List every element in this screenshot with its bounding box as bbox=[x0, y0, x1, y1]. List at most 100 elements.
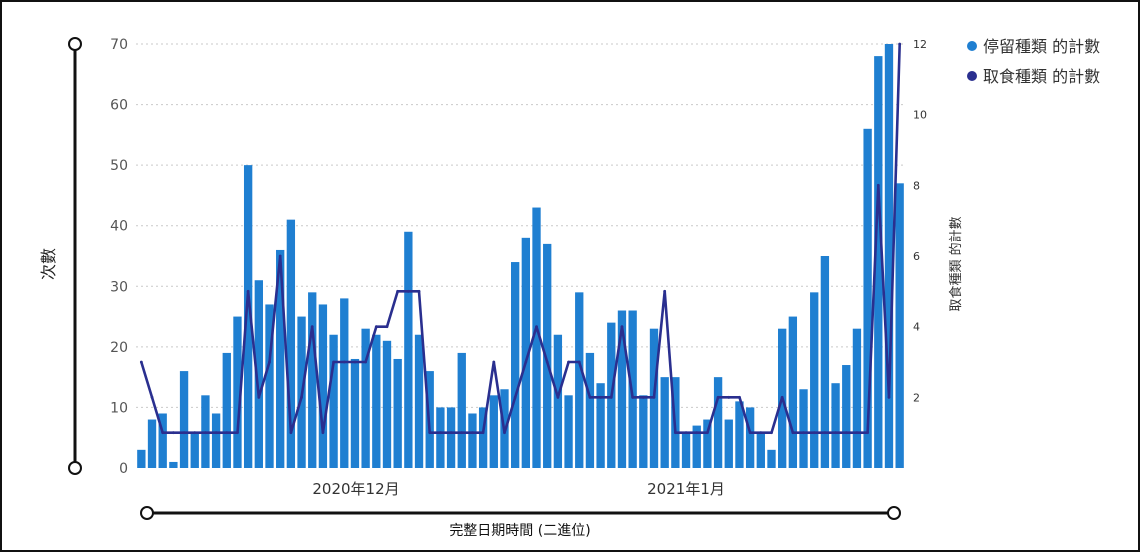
bar[interactable] bbox=[852, 328, 862, 468]
bar[interactable] bbox=[436, 407, 445, 468]
bar[interactable] bbox=[446, 407, 456, 468]
bar[interactable] bbox=[372, 334, 381, 468]
bar[interactable] bbox=[318, 304, 328, 468]
bar[interactable] bbox=[767, 449, 776, 468]
bar[interactable] bbox=[713, 377, 723, 468]
line-point bbox=[727, 395, 731, 399]
bar[interactable] bbox=[799, 389, 808, 468]
bar[interactable] bbox=[639, 395, 648, 468]
bar[interactable] bbox=[254, 280, 263, 468]
bar[interactable] bbox=[243, 165, 253, 468]
bar[interactable] bbox=[745, 407, 755, 468]
horizontal-range-slider[interactable] bbox=[140, 506, 901, 520]
bar[interactable] bbox=[393, 358, 402, 468]
bar[interactable] bbox=[585, 352, 595, 468]
bar[interactable] bbox=[575, 292, 584, 468]
bar[interactable] bbox=[756, 431, 765, 468]
x-tick-label: 2020年12月 bbox=[312, 480, 399, 498]
bar[interactable] bbox=[329, 334, 338, 468]
bar[interactable] bbox=[510, 262, 520, 468]
bar[interactable] bbox=[692, 425, 701, 468]
bar[interactable] bbox=[521, 237, 531, 468]
bar[interactable] bbox=[169, 461, 178, 468]
line-point bbox=[449, 431, 453, 435]
bar[interactable] bbox=[340, 298, 349, 468]
line-point bbox=[577, 360, 581, 364]
bar[interactable] bbox=[147, 419, 157, 468]
line-point bbox=[353, 360, 357, 364]
bar[interactable] bbox=[468, 413, 477, 468]
legend-label-stay: 停留種類 的計數 bbox=[983, 37, 1100, 56]
bar[interactable] bbox=[478, 407, 488, 468]
bar[interactable] bbox=[532, 207, 541, 469]
bar[interactable] bbox=[137, 449, 146, 468]
bar[interactable] bbox=[703, 419, 712, 468]
bar[interactable] bbox=[286, 219, 296, 468]
bar[interactable] bbox=[414, 334, 424, 468]
line-point bbox=[364, 360, 368, 364]
bar[interactable] bbox=[361, 328, 370, 468]
line-point bbox=[567, 360, 570, 364]
bar[interactable] bbox=[158, 413, 167, 468]
bar[interactable] bbox=[842, 365, 851, 468]
bar[interactable] bbox=[382, 340, 392, 468]
bar[interactable] bbox=[179, 371, 189, 468]
bar[interactable] bbox=[404, 231, 413, 468]
bar[interactable] bbox=[308, 292, 317, 468]
line-point bbox=[193, 431, 197, 435]
bar[interactable] bbox=[190, 431, 199, 468]
bar[interactable] bbox=[617, 310, 627, 468]
bar[interactable] bbox=[233, 316, 242, 468]
bar[interactable] bbox=[884, 44, 894, 468]
y2-tick-label: 6 bbox=[913, 250, 920, 263]
horizontal-slider-right-handle[interactable] bbox=[887, 506, 901, 520]
bar[interactable] bbox=[788, 316, 798, 468]
line-point bbox=[182, 431, 186, 435]
bar[interactable] bbox=[564, 395, 573, 468]
bar[interactable] bbox=[810, 292, 819, 468]
horizontal-slider-left-handle[interactable] bbox=[140, 506, 154, 520]
line-point bbox=[300, 395, 303, 399]
bar[interactable] bbox=[222, 352, 231, 468]
line-point bbox=[171, 431, 175, 435]
bar[interactable] bbox=[350, 358, 360, 468]
bar[interactable] bbox=[543, 243, 552, 468]
line-point bbox=[716, 395, 720, 399]
bar[interactable] bbox=[265, 304, 274, 468]
line-point bbox=[738, 395, 741, 399]
bar[interactable] bbox=[457, 352, 466, 468]
bar[interactable] bbox=[660, 377, 669, 468]
line-point bbox=[631, 395, 635, 399]
bar[interactable] bbox=[831, 383, 840, 468]
bar[interactable] bbox=[874, 56, 883, 468]
bar[interactable] bbox=[211, 413, 221, 468]
line-point bbox=[620, 325, 624, 329]
bar[interactable] bbox=[863, 128, 872, 469]
line-point bbox=[161, 431, 165, 435]
bar[interactable] bbox=[489, 395, 498, 468]
line-point bbox=[887, 395, 891, 399]
bar[interactable] bbox=[820, 256, 830, 468]
vertical-slider-top-handle[interactable] bbox=[68, 37, 82, 51]
bar[interactable] bbox=[895, 183, 904, 469]
bar[interactable] bbox=[553, 334, 563, 468]
bar[interactable] bbox=[596, 383, 605, 468]
y-tick-label: 60 bbox=[110, 98, 128, 114]
line-point bbox=[748, 431, 752, 435]
bar[interactable] bbox=[681, 431, 691, 468]
line-point bbox=[492, 360, 496, 364]
vertical-range-slider[interactable] bbox=[68, 37, 82, 475]
line-point bbox=[139, 360, 143, 364]
line-point bbox=[844, 431, 848, 435]
feeding-line[interactable] bbox=[140, 43, 901, 435]
bar[interactable] bbox=[735, 401, 744, 468]
x-tick-label: 2021年1月 bbox=[647, 480, 725, 498]
line-point bbox=[866, 431, 870, 435]
line-point bbox=[599, 395, 603, 399]
line-point bbox=[609, 395, 613, 399]
bar[interactable] bbox=[724, 419, 733, 468]
bar[interactable] bbox=[276, 249, 285, 468]
vertical-slider-bottom-handle[interactable] bbox=[68, 461, 82, 475]
line-point bbox=[545, 360, 549, 364]
